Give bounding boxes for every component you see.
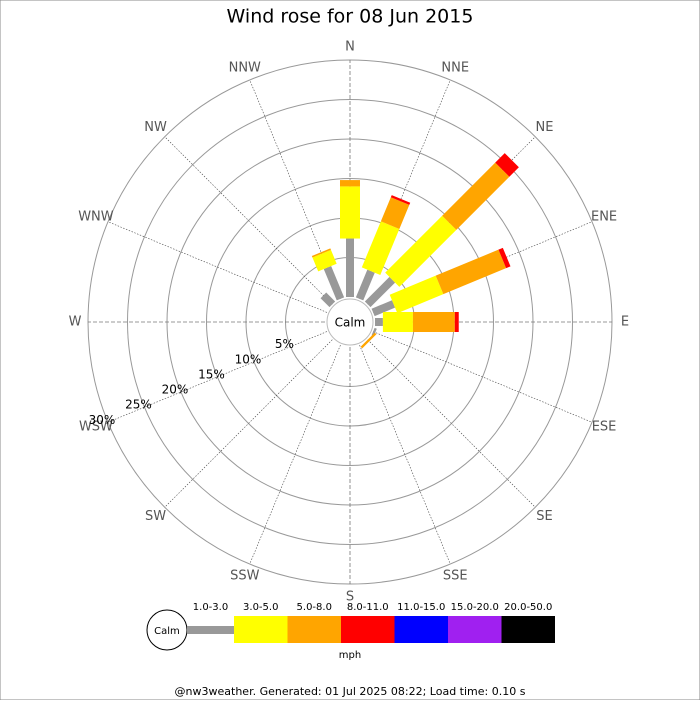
bar-segment: [346, 238, 354, 297]
bar-segment: [320, 292, 336, 308]
spoke: [164, 339, 333, 508]
bar-segment: [360, 332, 377, 349]
bar-segment: [385, 215, 457, 287]
ring-label: 5%: [275, 337, 294, 351]
bar-segment: [389, 275, 444, 314]
direction-label: ESE: [592, 420, 617, 435]
bar-segment: [311, 248, 331, 258]
legend-swatch: [394, 616, 448, 643]
bar-segment: [380, 197, 410, 230]
footer: @nw3weather. Generated: 01 Jul 2025 08:2…: [175, 685, 526, 698]
direction-bars: [320, 292, 336, 308]
spoke: [249, 344, 341, 565]
bar-segment: [312, 249, 337, 272]
direction-label: N: [345, 40, 355, 55]
bar-segment: [495, 153, 519, 177]
ring-label: 15%: [198, 367, 225, 381]
spoke: [164, 136, 333, 305]
direction-label: S: [346, 590, 354, 605]
bar-segment: [371, 300, 396, 317]
ring-label: 30%: [89, 413, 116, 427]
direction-label: SW: [145, 509, 166, 524]
bar-segment: [323, 265, 345, 301]
direction-bars: [355, 195, 411, 301]
bar-segment: [390, 195, 411, 205]
ring-label: 25%: [125, 398, 152, 412]
bar-segment: [375, 318, 383, 326]
legend-label: 11.0-15.0: [397, 602, 445, 613]
legend-label: 3.0-5.0: [243, 602, 278, 613]
direction-label: W: [69, 315, 82, 330]
legend-swatch: [287, 616, 341, 643]
legend-label: 15.0-20.0: [451, 602, 499, 613]
spoke: [359, 344, 451, 565]
direction-label: E: [621, 315, 629, 330]
grid-ring: [127, 99, 573, 545]
legend-label: 20.0-50.0: [504, 602, 552, 613]
direction-bars: [311, 248, 345, 301]
bar-segment: [364, 276, 396, 308]
direction-bars: [371, 247, 511, 317]
bar-segment: [355, 269, 375, 301]
spoke: [107, 221, 328, 313]
chart-title: Wind rose for 08 Jun 2015: [227, 6, 474, 28]
direction-bars: [371, 327, 377, 337]
legend-swatch: [501, 616, 555, 643]
ring-label: 10%: [235, 352, 262, 366]
spoke: [372, 331, 593, 423]
direction-label: NW: [144, 120, 167, 135]
legend-swatch: [187, 626, 234, 634]
legend-label: 1.0-3.0: [193, 602, 228, 613]
bar-segment: [454, 312, 459, 332]
bar-segment: [442, 162, 510, 230]
bar-segment: [361, 221, 400, 275]
direction-label: WNW: [78, 209, 114, 224]
direction-label: SSE: [443, 569, 468, 584]
calm-label: Calm: [335, 316, 366, 330]
legend-swatch: [341, 616, 395, 643]
direction-bars: [364, 153, 519, 308]
bar-segment: [340, 186, 360, 239]
units: mph: [339, 650, 361, 661]
direction-label: WSW: [79, 420, 113, 435]
legend-swatch: [448, 616, 502, 643]
direction-label: NE: [535, 120, 553, 135]
bar-segment: [382, 312, 413, 332]
legend-calm-label: Calm: [154, 626, 180, 637]
direction-label: SSW: [230, 569, 260, 584]
spoke: [107, 331, 328, 423]
calm-circle: [326, 298, 374, 346]
bar-segment: [340, 180, 360, 187]
direction-label: ENE: [591, 209, 617, 224]
direction-bars: [375, 312, 459, 332]
bar-segment: [371, 327, 377, 337]
direction-label: NNE: [441, 60, 469, 75]
spoke: [367, 339, 536, 508]
direction-bars: [360, 332, 377, 349]
bar-segment: [435, 249, 507, 295]
grid-ring: [206, 178, 494, 466]
legend-label: 8.0-11.0: [347, 602, 389, 613]
bar-segment: [412, 312, 455, 332]
ring-label: 20%: [162, 383, 189, 397]
direction-bars: [340, 180, 360, 297]
legend-label: 5.0-8.0: [297, 602, 332, 613]
direction-label: NNW: [229, 60, 261, 75]
bar-segment: [498, 247, 511, 269]
legend-swatch: [234, 616, 288, 643]
direction-label: SE: [536, 509, 552, 524]
